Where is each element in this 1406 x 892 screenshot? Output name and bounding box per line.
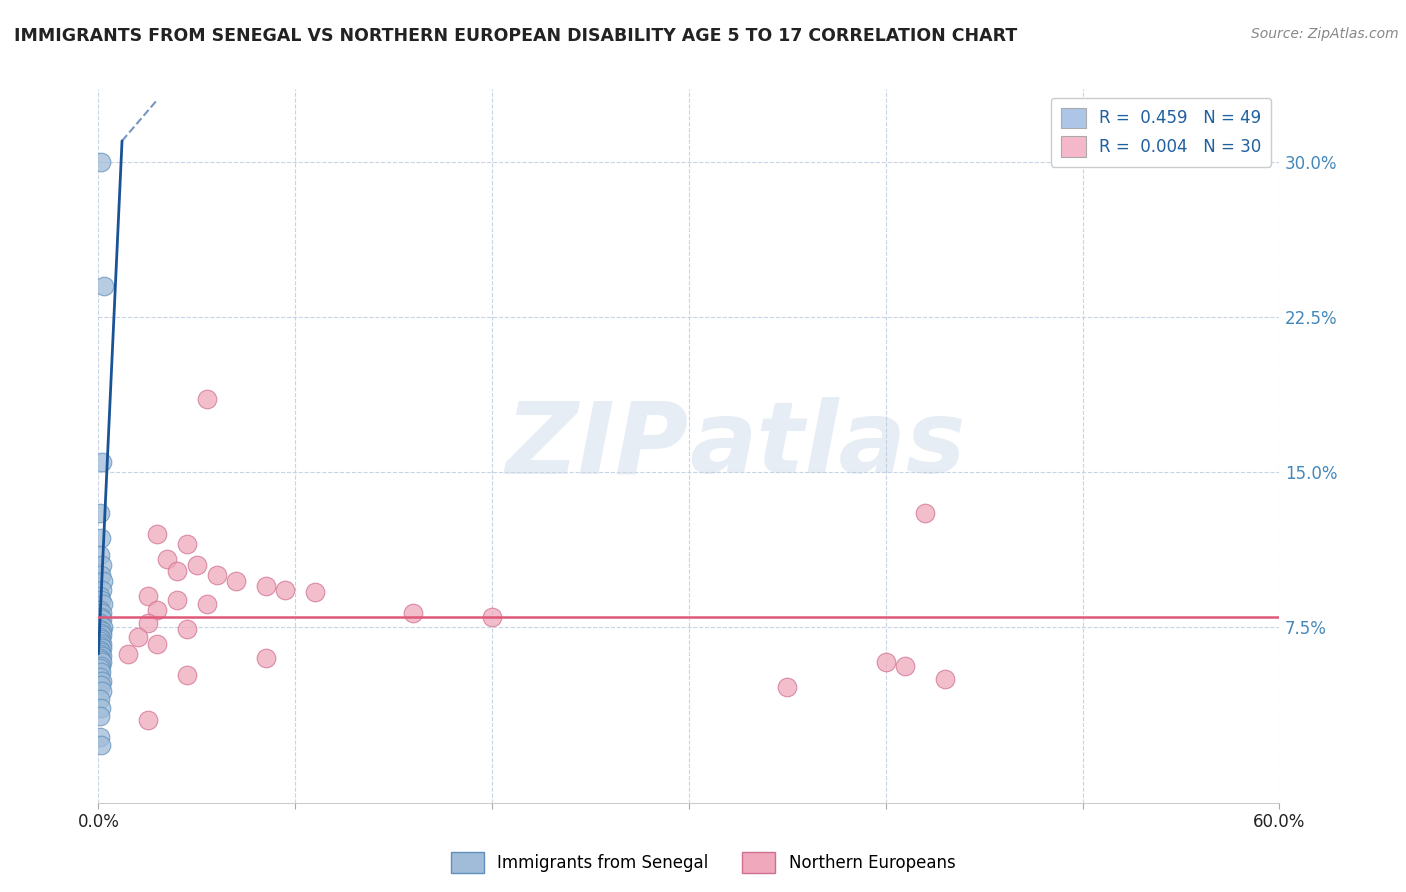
Point <box>91 620 114 634</box>
Point <box>91 648 114 663</box>
Point <box>481 609 503 624</box>
Point <box>91 655 114 669</box>
Point <box>127 630 149 644</box>
Point <box>254 651 277 665</box>
Point <box>176 622 198 636</box>
Point <box>90 531 112 545</box>
Point <box>90 653 112 667</box>
Point <box>90 618 112 632</box>
Point <box>90 568 112 582</box>
Point <box>91 636 114 650</box>
Point <box>89 647 111 661</box>
Point <box>89 548 111 562</box>
Point <box>195 392 218 407</box>
Point <box>136 615 159 630</box>
Point <box>90 609 112 624</box>
Point <box>90 665 112 680</box>
Point <box>89 642 111 657</box>
Point <box>934 672 956 686</box>
Legend: Immigrants from Senegal, Northern Europeans: Immigrants from Senegal, Northern Europe… <box>444 846 962 880</box>
Point <box>90 738 112 752</box>
Point <box>90 659 112 673</box>
Point <box>93 278 115 293</box>
Point <box>117 647 139 661</box>
Point <box>254 579 277 593</box>
Point <box>166 564 188 578</box>
Point <box>186 558 208 572</box>
Point <box>176 537 198 551</box>
Point <box>402 606 425 620</box>
Point <box>90 154 112 169</box>
Point <box>91 582 114 597</box>
Point <box>136 713 159 727</box>
Point <box>90 632 112 647</box>
Point <box>91 673 114 688</box>
Point <box>146 636 169 650</box>
Text: atlas: atlas <box>689 398 966 494</box>
Point <box>176 667 198 681</box>
Point <box>93 574 115 589</box>
Point <box>93 597 115 611</box>
Point <box>89 692 111 706</box>
Point <box>89 506 111 520</box>
Point <box>146 527 169 541</box>
Point <box>89 730 111 744</box>
Point <box>894 659 917 673</box>
Point <box>91 612 114 626</box>
Point <box>274 582 297 597</box>
Legend: R =  0.459   N = 49, R =  0.004   N = 30: R = 0.459 N = 49, R = 0.004 N = 30 <box>1050 97 1271 167</box>
Point <box>90 700 112 714</box>
Point <box>156 551 179 566</box>
Point <box>136 589 159 603</box>
Point <box>91 606 114 620</box>
Text: Source: ZipAtlas.com: Source: ZipAtlas.com <box>1251 27 1399 41</box>
Point <box>776 680 799 694</box>
Point <box>166 593 188 607</box>
Point <box>89 603 111 617</box>
Point <box>89 709 111 723</box>
Point <box>89 630 111 644</box>
Point <box>91 640 114 655</box>
Point <box>91 684 114 698</box>
Point <box>90 639 112 653</box>
Point <box>304 584 326 599</box>
Point <box>195 597 218 611</box>
Point <box>90 593 112 607</box>
Point <box>89 622 111 636</box>
Point <box>146 603 169 617</box>
Point <box>89 661 111 675</box>
Point <box>89 589 111 603</box>
Point <box>91 628 114 642</box>
Point <box>225 574 247 589</box>
Point <box>89 634 111 648</box>
Point <box>89 615 111 630</box>
Text: ZIP: ZIP <box>506 398 689 494</box>
Point <box>875 655 897 669</box>
Point <box>89 651 111 665</box>
Point <box>90 645 112 659</box>
Text: IMMIGRANTS FROM SENEGAL VS NORTHERN EUROPEAN DISABILITY AGE 5 TO 17 CORRELATION : IMMIGRANTS FROM SENEGAL VS NORTHERN EURO… <box>14 27 1018 45</box>
Point <box>91 624 114 639</box>
Point <box>89 670 111 684</box>
Point <box>91 454 114 468</box>
Point <box>90 626 112 640</box>
Point <box>914 506 936 520</box>
Point <box>91 558 114 572</box>
Point <box>205 568 228 582</box>
Point <box>90 678 112 692</box>
